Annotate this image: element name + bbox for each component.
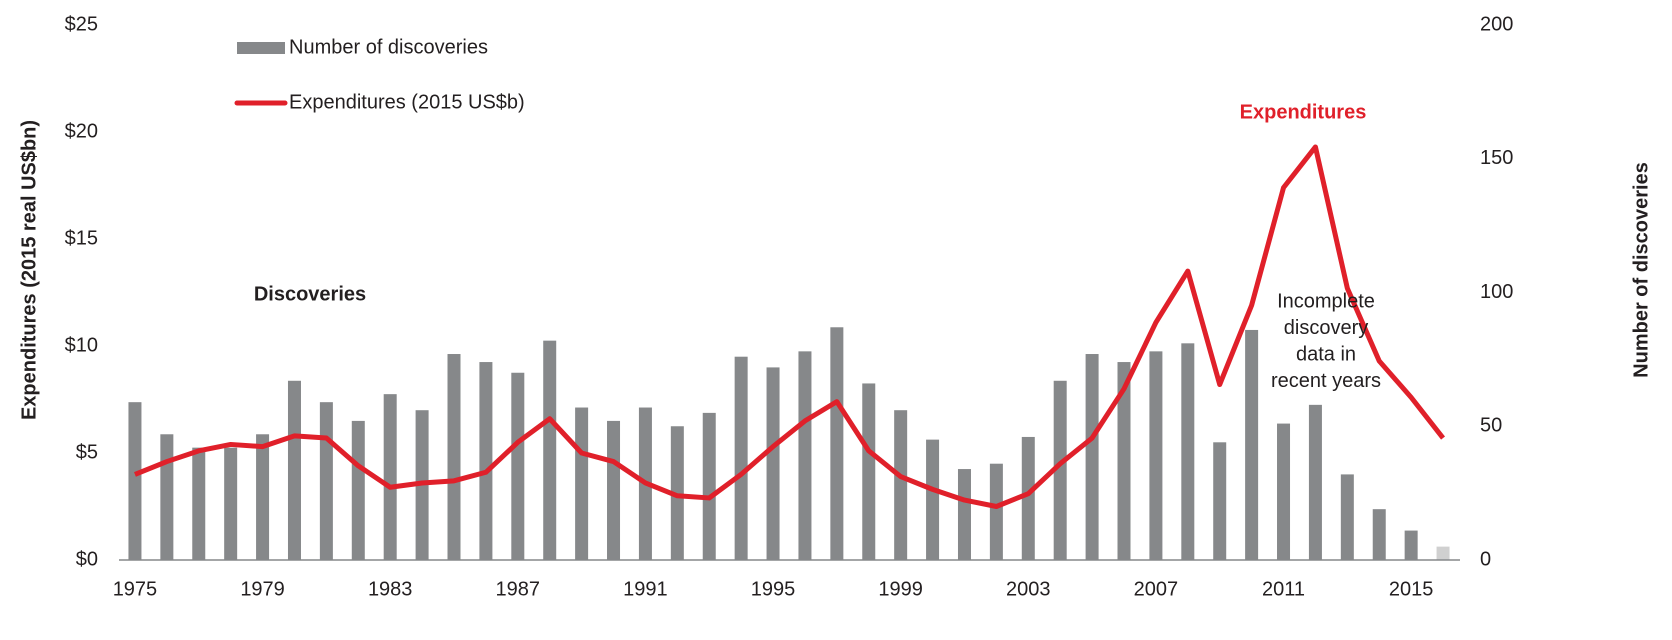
x-tick-label: 2011 xyxy=(1262,578,1305,600)
bar xyxy=(766,367,780,560)
bar xyxy=(1021,436,1035,560)
bar xyxy=(1404,530,1418,560)
x-tick-label: 1991 xyxy=(623,578,668,600)
bar xyxy=(926,439,940,560)
y2-tick-label: 150 xyxy=(1480,147,1513,169)
x-tick-label: 1975 xyxy=(113,578,158,600)
x-tick-label: 2015 xyxy=(1389,578,1434,600)
bar xyxy=(607,420,621,560)
bar xyxy=(575,407,589,560)
bar xyxy=(989,463,1003,560)
bar xyxy=(256,434,270,560)
annotation: recent years xyxy=(1271,370,1381,392)
x-tick-label: 2007 xyxy=(1134,578,1179,600)
bar xyxy=(383,394,397,560)
x-tick-label: 1987 xyxy=(496,578,541,600)
bar xyxy=(511,372,525,560)
bar xyxy=(1213,442,1227,560)
y-tick-label: $25 xyxy=(65,13,98,35)
bar xyxy=(798,351,812,560)
legend-swatch xyxy=(237,42,285,54)
annotation: Incomplete xyxy=(1277,290,1375,312)
bar xyxy=(287,380,301,560)
bar xyxy=(1340,474,1354,560)
y-tick-label: $5 xyxy=(76,441,98,463)
bar xyxy=(1245,329,1259,560)
y2-tick-label: 50 xyxy=(1480,415,1502,437)
bar xyxy=(1277,423,1291,560)
y-axis-title: Expenditures (2015 real US$bn) xyxy=(18,120,40,420)
annotation: Expenditures xyxy=(1240,101,1367,123)
bar xyxy=(479,362,493,560)
y2-tick-label: 200 xyxy=(1480,13,1513,35)
bar xyxy=(1372,509,1386,560)
bar xyxy=(1308,404,1322,560)
bar xyxy=(894,410,908,560)
x-tick-label: 1979 xyxy=(240,578,285,600)
bar xyxy=(1117,362,1131,560)
legend-label: Number of discoveries xyxy=(289,36,488,58)
bar xyxy=(192,447,206,560)
x-tick-label: 1995 xyxy=(751,578,796,600)
bar xyxy=(862,383,876,560)
x-tick-label: 1983 xyxy=(368,578,413,600)
bar xyxy=(319,402,333,560)
bar xyxy=(1053,380,1067,560)
y2-tick-label: 0 xyxy=(1480,548,1491,570)
bar xyxy=(957,469,971,560)
legend-label: Expenditures (2015 US$b) xyxy=(289,91,525,113)
line xyxy=(134,144,1446,509)
bar xyxy=(734,356,748,560)
annotation: data in xyxy=(1296,343,1356,365)
bar xyxy=(702,412,716,560)
bar xyxy=(1181,343,1195,560)
y-tick-label: $10 xyxy=(65,334,98,356)
y-tick-label: $20 xyxy=(65,120,98,142)
bar xyxy=(128,402,142,560)
y-tick-label: $0 xyxy=(76,548,98,570)
y2-tick-label: 100 xyxy=(1480,281,1513,303)
bar xyxy=(1085,354,1099,560)
bar xyxy=(830,327,844,560)
bar xyxy=(224,447,238,560)
y-tick-label: $15 xyxy=(65,227,98,249)
bar xyxy=(1149,351,1163,560)
bar xyxy=(160,434,174,560)
x-tick-label: 1999 xyxy=(878,578,923,600)
bar xyxy=(543,340,557,560)
bar xyxy=(351,420,365,560)
y2-axis-title: Number of discoveries xyxy=(1630,162,1652,378)
bar xyxy=(1436,546,1450,560)
annotation: discovery xyxy=(1284,317,1368,339)
annotation: Discoveries xyxy=(254,283,366,305)
bar xyxy=(447,354,461,560)
x-tick-label: 2003 xyxy=(1006,578,1051,600)
